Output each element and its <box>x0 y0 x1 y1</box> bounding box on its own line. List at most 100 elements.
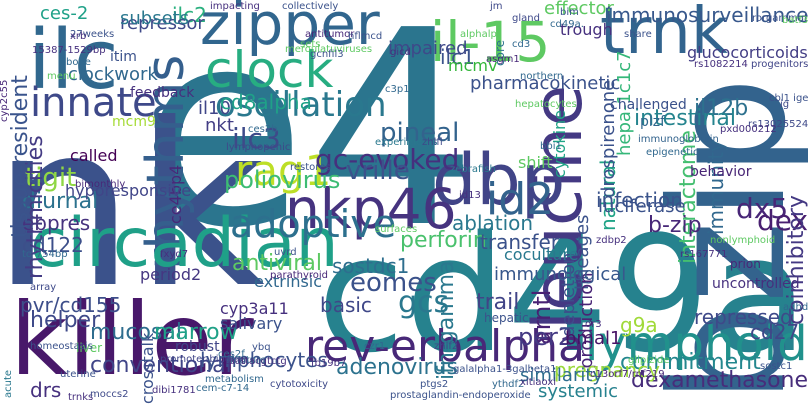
word-killer: killer <box>10 281 254 398</box>
word-15387-1529bp: 15387-1529bp <box>32 45 106 56</box>
word-hepatocytes: hepatocytes <box>515 99 577 110</box>
word-luciferase: luciferase <box>598 196 686 217</box>
word-ilc2: ilc2 <box>172 3 207 27</box>
word-to-754bp: to-754bp <box>22 249 68 260</box>
word-coculture: coculture <box>504 245 579 264</box>
word-pxd000212: pxd000212 <box>720 124 777 135</box>
word-cd8alpha: cd8alpha <box>220 90 312 114</box>
word-lymphopenic: lymphopenic <box>226 142 291 153</box>
word-glipizide: glipizide <box>628 355 670 366</box>
word-ces-2: ces-2 <box>40 3 89 24</box>
word-rag1: rag1 <box>235 146 332 195</box>
word-behavior: behavior <box>690 164 752 180</box>
word-metabolism: metabolism <box>205 374 264 385</box>
word-cbl1-ige: cbl1 ige <box>769 93 808 104</box>
word-pvr-cd155: pvr/cd155 <box>20 293 122 317</box>
word-bimonthly: bimonthly <box>75 179 126 190</box>
word-adoptive: adoptive <box>230 202 397 246</box>
word-xitiaoxi: xitiaoxi <box>520 377 557 388</box>
word-dex: dex <box>757 204 808 237</box>
word-adhd: adhd <box>783 302 808 313</box>
word-progenitors: progenitors <box>751 59 808 70</box>
word-marrow: marrow <box>154 320 238 345</box>
word-nk: nk <box>0 76 265 338</box>
word-acute: acute <box>3 369 14 398</box>
word-subsets: subsets <box>120 8 190 29</box>
word-feedback: feedback <box>130 85 195 101</box>
word-pregnancy: pregnancy <box>554 358 660 382</box>
word-jm: jm <box>490 1 503 12</box>
word-gcnfil3: gcnfil3 <box>310 49 344 60</box>
word-mature: mature <box>230 355 267 366</box>
word-alphalp: alphalp <box>460 29 497 40</box>
word-sostc1: sostc1 <box>760 361 793 372</box>
word-moccs2: moccs2 <box>90 389 129 400</box>
word-zhlfl: zhlfl <box>422 137 443 148</box>
word-cd49a: cd49a <box>317 201 808 388</box>
word-antiviral: antiviral <box>232 251 322 276</box>
word-il12b: il12b <box>694 96 749 121</box>
word-rorgammat: rorgammat <box>752 13 808 24</box>
word-hflmcd: hflmcd <box>348 31 383 42</box>
word-repressed: repressed <box>694 305 793 329</box>
word-pharmacokinetic: pharmacokinetic <box>470 73 621 94</box>
word-cd3: cd3 <box>512 39 531 50</box>
word-meroulatuviruses: meroulatuviruses <box>285 44 373 55</box>
word-galalpha1-3galbeta1: galalpha1-3galbeta1 <box>453 364 557 375</box>
word-hyporesponsive: hyporesponsive <box>65 181 192 200</box>
word-rev-erbalpha: rev-erbalpha <box>305 321 585 372</box>
word-nkt: nkt <box>205 115 234 136</box>
word-c3p1: c3p1 <box>385 84 410 95</box>
word-diurnal: diurnal <box>22 189 99 214</box>
word-c13orf7-rnf219: c13orf7/rnf219 <box>590 369 665 380</box>
word-adenovirus: adenovirus <box>336 355 458 380</box>
word-lymphoid: lymphoid <box>585 316 808 372</box>
word-share: share <box>624 29 652 40</box>
word-mcmv: mcmv <box>448 56 498 75</box>
word-ilc: ilc <box>28 13 119 108</box>
word-bim: bim <box>560 7 579 18</box>
word-intestinal: intestinal <box>634 106 736 131</box>
word-effector: effector <box>544 0 614 19</box>
word-rs13025524: rs13025524 <box>748 119 808 130</box>
word-ablation: ablation <box>452 211 534 235</box>
word-transfer: transfer <box>480 230 559 254</box>
word-menu: menu <box>47 71 76 82</box>
word-cyp2c55: cyp2c55 <box>0 79 10 122</box>
word-xrb: xrb <box>70 31 87 42</box>
word-innate: innate <box>30 80 157 126</box>
word-shift: shift <box>518 153 553 172</box>
word-extrinsic: extrinsic <box>254 272 323 291</box>
word-il-15: il-15 <box>430 10 551 74</box>
word-conventional: conventional <box>90 353 232 378</box>
word-robust: robust <box>175 339 220 355</box>
word-impaired: impaired <box>388 38 468 59</box>
word-ces2b: ces2b <box>248 124 278 135</box>
word-cem-c7-14: cem-c7-14 <box>196 383 250 394</box>
word-prion: prion <box>730 257 761 271</box>
word-immunosurveillance: immunosurveillance <box>606 3 808 27</box>
word-helper: helper <box>30 308 101 333</box>
word-rs167771: rs167771 <box>680 249 728 260</box>
word-challenged: challenged <box>610 97 687 113</box>
word-epigenetic: epigenetic <box>646 147 699 158</box>
word-restores: restores <box>290 162 331 173</box>
word-surfaces: surfaces <box>375 224 418 235</box>
word-immunity: immunity <box>704 139 728 235</box>
word-ebpres: ebpres <box>22 211 91 235</box>
word-drs: drs <box>30 378 62 402</box>
word-cd49a: cd49a. <box>550 19 584 30</box>
word-called: called <box>70 146 118 165</box>
word-dbp: dbp <box>432 139 566 221</box>
word-uvrd: uvrd <box>274 247 297 258</box>
word-zebrafish: zebrafish <box>450 164 496 175</box>
word-e4: e4 <box>140 0 478 287</box>
word-gland: gland <box>512 13 540 24</box>
word-bone: bone <box>66 57 91 68</box>
word-salivary: salivary <box>220 314 283 333</box>
word-similarity: similarity <box>520 365 604 386</box>
word-clockwork: clockwork <box>68 64 158 85</box>
word-trough: trough <box>560 20 613 39</box>
word-collectively: collectively <box>282 1 339 12</box>
word-uncontrolled: uncontrolled <box>712 276 800 292</box>
